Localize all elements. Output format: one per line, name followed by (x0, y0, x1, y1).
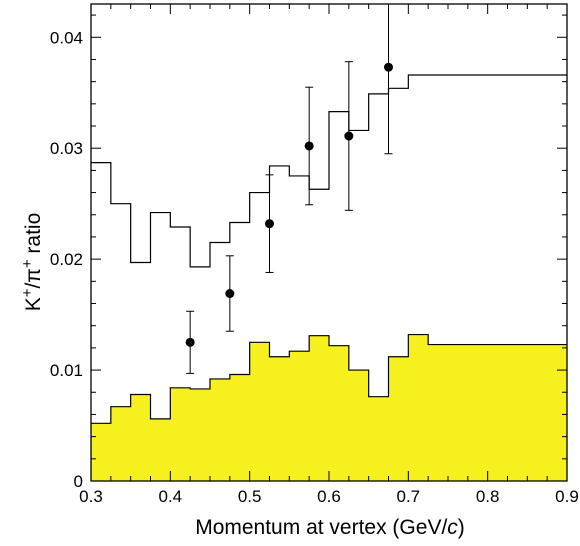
x-axis-title: Momentum at vertex (GeV/c) (195, 516, 465, 539)
y-tick-label: 0.02 (50, 250, 83, 269)
filled-bin (309, 335, 330, 481)
filled-bin (110, 406, 132, 481)
filled-bin (467, 344, 489, 481)
filled-bin (130, 394, 151, 481)
filled-bin (507, 344, 528, 481)
data-point (225, 289, 235, 299)
plot-layer (91, 3, 568, 481)
data-point (344, 131, 354, 141)
filled-bin (388, 356, 409, 481)
filled-bin (547, 344, 568, 481)
filled-bin (289, 351, 310, 481)
filled-bin (269, 356, 290, 481)
filled-bin (190, 388, 211, 481)
filled-bin (91, 423, 112, 481)
y-axis-title: K+/π+ ratio (19, 213, 45, 312)
filled-bin (487, 344, 508, 481)
filled-histogram-outline (91, 333, 567, 424)
filled-bin (448, 344, 469, 481)
y-tick-label: 0.03 (50, 139, 83, 158)
filled-bin (229, 374, 251, 481)
x-tick-label: 0.7 (397, 487, 421, 506)
filled-bin (329, 345, 350, 481)
x-tick-label: 0.3 (79, 487, 103, 506)
y-tick-label: 0.01 (50, 361, 83, 380)
filled-bin (408, 334, 429, 481)
filled-bin (428, 344, 449, 481)
data-point (185, 337, 195, 347)
filled-bin (527, 344, 548, 481)
data-point (304, 141, 314, 151)
filled-bin (249, 342, 270, 481)
x-tick-label: 0.9 (555, 487, 579, 506)
data-point (265, 219, 274, 229)
axis-layer: 0.3 0.4 0.5 0.6 0.7 0.8 0.9 0 0.01 0.02 0.03 0.04 (50, 3, 579, 506)
x-tick-label: 0.4 (159, 487, 183, 506)
y-tick-label: 0 (74, 472, 83, 491)
x-tick-label: 0.8 (476, 487, 500, 506)
x-tick-label: 0.6 (317, 487, 341, 506)
filled-bin (170, 387, 191, 481)
filled-bin (368, 396, 389, 481)
y-tick-label: 0.04 (50, 28, 83, 47)
x-tick-label: 0.5 (238, 487, 262, 506)
filled-bin (210, 378, 231, 481)
line-histogram (91, 74, 567, 268)
data-point (384, 62, 393, 72)
filled-bin (150, 418, 171, 481)
filled-bin (348, 370, 370, 481)
